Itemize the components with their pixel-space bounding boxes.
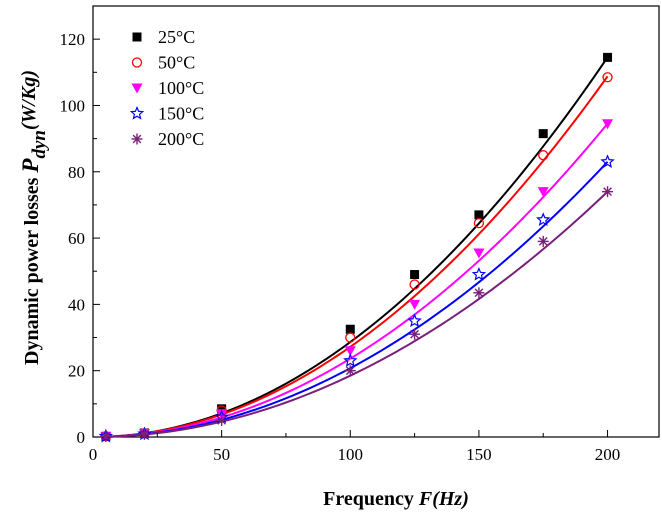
data-point-series-4	[216, 414, 228, 426]
data-point-series-3	[600, 154, 615, 168]
x-tick-label: 200	[595, 445, 621, 464]
data-point-series-0	[410, 270, 420, 280]
y-tick-label: 100	[60, 96, 86, 115]
legend-label: 50°C	[158, 53, 195, 73]
legend-label: 200°C	[158, 129, 204, 149]
data-point-series-1	[345, 332, 356, 343]
x-tick-label: 50	[213, 445, 230, 464]
data-point-series-1	[409, 279, 420, 290]
data-point-series-0	[217, 404, 227, 414]
legend-label: 25°C	[158, 27, 195, 47]
y-tick-label: 120	[60, 30, 86, 49]
data-point-series-3	[536, 212, 551, 226]
plot-area-border	[92, 5, 660, 438]
data-point-series-4	[100, 430, 112, 442]
legend-marker-series-2	[131, 83, 143, 94]
data-point-series-0	[474, 210, 484, 220]
x-tick-label: 0	[89, 445, 98, 464]
data-point-series-2	[216, 409, 228, 420]
legend-label: 150°C	[158, 104, 204, 124]
data-point-series-2	[344, 346, 356, 357]
x-axis-title: Frequency F(Hz)	[323, 488, 469, 510]
y-tick-label: 80	[68, 163, 85, 182]
data-point-series-4	[409, 328, 421, 340]
y-tick-label: 40	[68, 295, 85, 314]
data-point-series-2	[602, 119, 614, 130]
data-point-series-0	[538, 129, 548, 139]
fit-curve-series-1	[105, 75, 609, 438]
x-tick-label: 100	[338, 445, 364, 464]
y-tick-label: 60	[68, 229, 85, 248]
data-point-series-3	[471, 266, 487, 281]
fit-curve-series-3	[105, 161, 609, 438]
y-axis-title: Dynamic power losses Pdyn(W/Kg)	[18, 70, 50, 365]
fit-curve-series-2	[105, 122, 609, 438]
data-point-series-0	[603, 52, 613, 62]
data-point-series-2	[409, 299, 421, 310]
data-point-series-1	[538, 150, 549, 161]
legend-marker-series-0	[132, 32, 142, 42]
data-point-series-3	[407, 313, 422, 328]
legend-label: 100°C	[158, 78, 204, 98]
legend-marker-series-1	[131, 57, 143, 68]
data-point-series-4	[537, 235, 549, 247]
data-point-series-1	[473, 218, 485, 229]
y-tick-label: 20	[68, 362, 85, 381]
data-point-series-3	[343, 353, 358, 367]
data-point-series-0	[345, 324, 355, 334]
fit-curve-series-4	[105, 190, 609, 438]
data-point-series-1	[602, 72, 613, 83]
data-point-series-4	[473, 287, 485, 299]
data-point-series-2	[473, 248, 485, 259]
data-point-series-4	[138, 428, 150, 440]
data-point-series-4	[344, 365, 356, 377]
x-tick-label: 150	[466, 445, 492, 464]
legend-marker-series-4	[131, 133, 143, 145]
y-tick-label: 0	[77, 428, 86, 447]
legend-marker-series-3	[129, 105, 145, 120]
data-point-series-2	[537, 187, 549, 198]
data-point-series-4	[602, 186, 614, 198]
